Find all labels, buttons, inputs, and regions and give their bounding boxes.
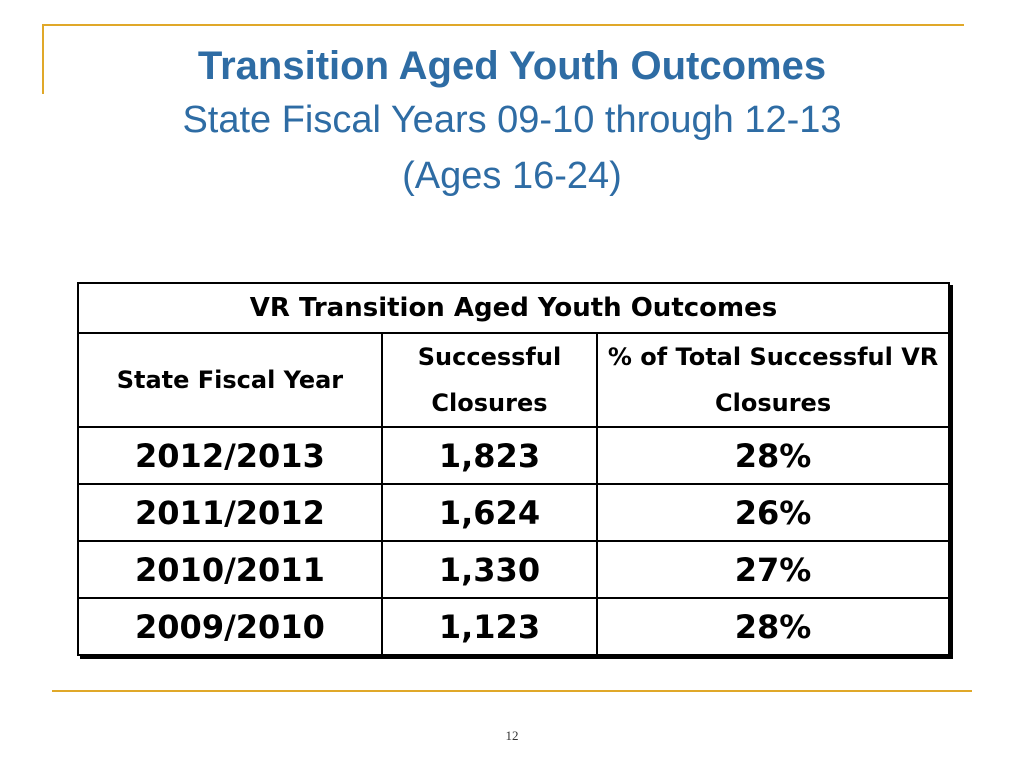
table-row: 2010/2011 1,330 27% bbox=[77, 540, 950, 599]
table-row: 2009/2010 1,123 28% bbox=[77, 597, 950, 656]
cell-closures: 1,123 bbox=[380, 597, 599, 656]
table-row: 2012/2013 1,823 28% bbox=[77, 426, 950, 485]
table-header-row: State Fiscal Year Successful Closures % … bbox=[77, 332, 950, 428]
header-state-fiscal-year: State Fiscal Year bbox=[77, 332, 383, 428]
cell-closures: 1,624 bbox=[380, 483, 599, 542]
cell-year: 2010/2011 bbox=[77, 540, 383, 599]
header-successful-closures: Successful Closures bbox=[380, 332, 599, 428]
page-number: 12 bbox=[505, 728, 519, 743]
slide-subtitle-line-2: (Ages 16-24) bbox=[402, 155, 622, 197]
cell-closures: 1,330 bbox=[380, 540, 599, 599]
cell-year: 2009/2010 bbox=[77, 597, 383, 656]
cell-year: 2012/2013 bbox=[77, 426, 383, 485]
cell-closures: 1,823 bbox=[380, 426, 599, 485]
title-block: Transition Aged Youth Outcomes State Fis… bbox=[60, 40, 964, 204]
top-accent-line bbox=[42, 24, 964, 26]
bottom-accent-line bbox=[52, 690, 972, 692]
left-accent-line bbox=[42, 24, 44, 94]
slide-title: Transition Aged Youth Outcomes bbox=[197, 44, 827, 88]
cell-percent: 27% bbox=[596, 540, 950, 599]
cell-year: 2011/2012 bbox=[77, 483, 383, 542]
cell-percent: 26% bbox=[596, 483, 950, 542]
table-row: 2011/2012 1,624 26% bbox=[77, 483, 950, 542]
header-percent-of-total: % of Total Successful VR Closures bbox=[596, 332, 950, 428]
table-caption-row: VR Transition Aged Youth Outcomes bbox=[77, 282, 950, 334]
slide-subtitle-line-1: State Fiscal Years 09-10 through 12-13 bbox=[182, 99, 842, 141]
cell-percent: 28% bbox=[596, 597, 950, 656]
cell-percent: 28% bbox=[596, 426, 950, 485]
table-caption: VR Transition Aged Youth Outcomes bbox=[77, 282, 950, 334]
outcomes-table: VR Transition Aged Youth Outcomes State … bbox=[77, 282, 950, 656]
